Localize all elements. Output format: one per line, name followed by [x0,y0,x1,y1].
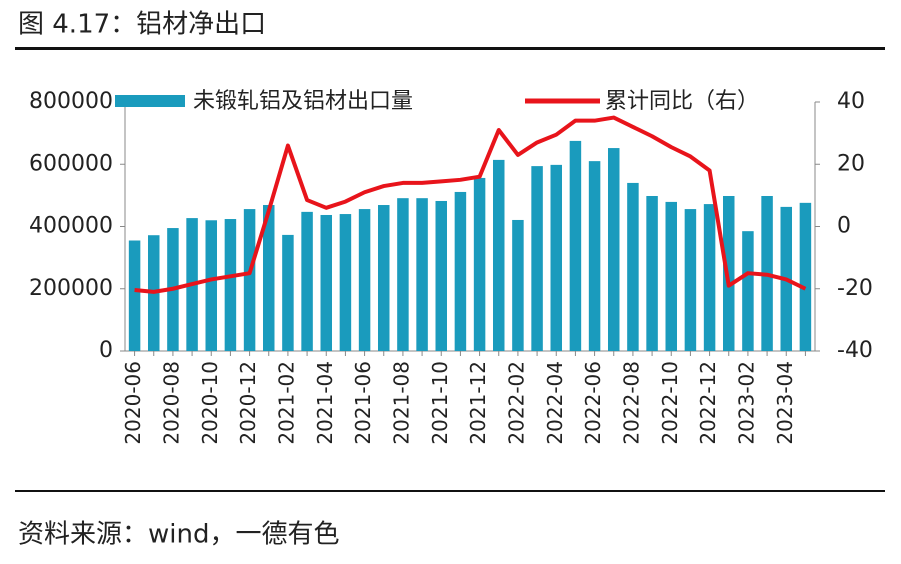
figure-title: 图 4.17：铝材净出口 [18,10,266,40]
bar [358,209,371,351]
bar [378,205,390,351]
x-tick-label: 2021-06 [351,361,375,445]
bar [684,209,697,351]
y-tick-label: 200000 [29,276,113,301]
bar [128,240,141,351]
x-tick-label: 2021-10 [428,361,452,445]
bottom-rule [15,490,885,492]
x-tick-label: 2022-12 [696,361,720,445]
legend-label: 累计同比（右） [605,89,759,114]
legend-swatch [115,95,185,107]
x-tick-label: 2021-04 [313,361,337,445]
bar [416,198,428,351]
bar [665,201,677,351]
bar [493,159,505,351]
y2-tick-label: -20 [837,276,873,301]
bar [569,140,582,351]
bar [301,211,313,351]
bar [205,220,217,351]
x-tick-label: 2020-06 [121,361,145,445]
x-tick-label: 2022-04 [543,361,567,445]
x-tick-label: 2023-02 [734,361,758,445]
bar [588,161,601,351]
x-tick-label: 2020-12 [236,361,260,445]
bar [531,166,543,351]
bar [224,219,237,351]
y2-tick-label: 40 [837,89,865,114]
y2-tick-label: 0 [837,214,851,239]
bar [435,200,447,351]
bar [799,202,812,351]
y2-tick-label: 20 [837,151,865,176]
y-tick-label: 0 [99,338,113,363]
y-tick-label: 800000 [29,89,113,114]
bar [397,198,409,351]
bar [550,164,562,351]
x-tick-label: 2021-08 [389,361,413,445]
top-rule [15,47,885,50]
legend-label: 未锻轧铝及铝材出口量 [193,89,413,114]
bar [608,148,620,351]
bar [473,177,486,351]
bar [512,219,524,351]
bar [339,214,352,351]
y2-tick-label: -40 [837,338,873,363]
bar [282,234,294,351]
line-series [134,115,807,294]
bar [703,204,716,351]
x-tick-label: 2020-10 [198,361,222,445]
x-tick-label: 2023-04 [773,361,797,445]
x-tick-label: 2022-08 [619,361,643,445]
bar [243,209,256,351]
y-tick-label: 400000 [29,214,113,239]
x-tick-label: 2022-10 [658,361,682,445]
x-tick-label: 2022-02 [504,361,528,445]
bar [627,182,639,351]
bar [454,191,467,351]
bar [320,214,332,351]
source-note: 资料来源：wind，一德有色 [18,520,339,550]
bar [742,231,754,351]
bar [263,205,275,351]
x-tick-label: 2020-08 [159,361,183,445]
x-tick-label: 2021-02 [274,361,298,445]
y-tick-label: 600000 [29,151,113,176]
x-tick-label: 2021-12 [466,361,490,445]
bar [646,195,658,351]
x-tick-label: 2022-06 [581,361,605,445]
